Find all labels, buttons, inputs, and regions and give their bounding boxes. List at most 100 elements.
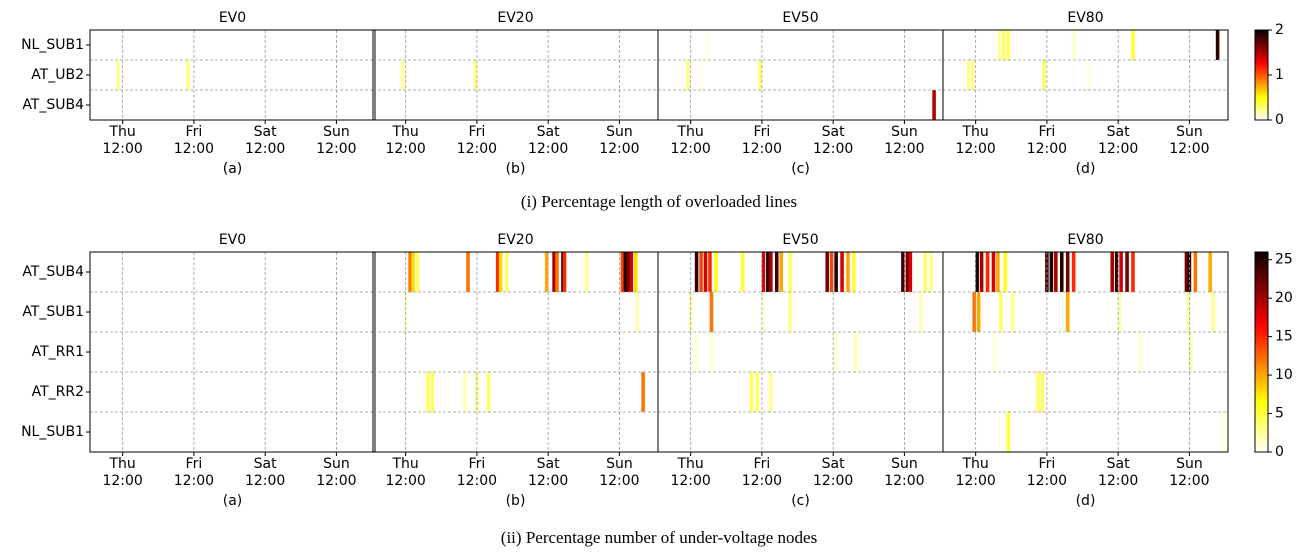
heat-cell (1065, 252, 1070, 292)
heat-cell (769, 252, 773, 292)
colorbar-step (1255, 115, 1268, 118)
panel-title: EV50 (782, 232, 818, 248)
x-tick-label: Thu 12:00 (385, 456, 426, 489)
colorbar-step (1255, 295, 1268, 300)
panel-label: (a) (222, 493, 243, 509)
caption: (i) Percentage length of overloaded line… (520, 192, 798, 211)
colorbar-step (1255, 45, 1268, 47)
colorbar-tick-label: 10 (1275, 367, 1293, 383)
y-tick-label: AT_SUB4 (22, 264, 84, 280)
colorbar-step (1255, 445, 1268, 450)
heat-cell (623, 252, 628, 292)
heat-cell (1184, 252, 1189, 292)
x-tick-label: Sat 12:00 (244, 124, 286, 157)
heat-cell (1125, 252, 1129, 292)
heat-cell (408, 252, 412, 292)
y-tick-label: AT_SUB1 (22, 304, 84, 320)
colorbar-step (1255, 75, 1268, 77)
heat-cell (400, 60, 405, 90)
heat-cell (1002, 30, 1006, 60)
colorbar-step (1255, 345, 1268, 350)
heat-cell (708, 252, 712, 292)
x-tick-label: Fri 12:00 (741, 124, 783, 157)
heat-cell (755, 372, 760, 412)
colorbar-step (1255, 298, 1268, 303)
colorbar-step (1255, 398, 1268, 403)
heat-cell (975, 252, 979, 292)
heat-cell (1131, 30, 1135, 60)
x-tick-label: Fri 12:00 (173, 456, 215, 489)
x-tick-label: Sun 12:00 (1169, 124, 1210, 157)
heat-cell (825, 252, 829, 292)
heat-cell (703, 252, 708, 292)
heat-cell (1065, 292, 1070, 332)
colorbar-step (1255, 315, 1268, 320)
x-tick-label: Fri 12:00 (1026, 124, 1068, 157)
colorbar-step (1255, 84, 1268, 86)
colorbar-step (1255, 117, 1268, 119)
heat-cell (629, 252, 634, 292)
heat-cell (495, 252, 500, 292)
colorbar-tick-label: 1 (1275, 67, 1284, 83)
heat-cell (1211, 292, 1215, 332)
panel-frame (942, 29, 1229, 121)
colorbar-step (1255, 418, 1268, 423)
colorbar-step (1255, 114, 1268, 116)
colorbar-step (1255, 72, 1268, 74)
colorbar-step (1255, 36, 1268, 38)
colorbar-step (1255, 46, 1268, 49)
heat-cell (641, 372, 645, 412)
colorbar-step (1255, 428, 1268, 433)
colorbar-step (1255, 58, 1268, 61)
colorbar-step (1255, 90, 1268, 92)
heat-cell (706, 30, 711, 60)
colorbar-step (1255, 432, 1268, 436)
heat-cell (186, 60, 190, 90)
colorbar-step (1255, 93, 1268, 95)
colorbar-step (1255, 31, 1268, 34)
colorbar-step (1255, 105, 1268, 107)
heat-cell (415, 252, 420, 292)
caption: (ii) Percentage number of under-voltage … (500, 528, 818, 547)
heat-cell (633, 252, 638, 292)
colorbar-tick-label: 25 (1275, 252, 1293, 268)
heat-cell (996, 252, 1000, 292)
colorbar-step (1255, 82, 1268, 85)
y-tick-label: AT_RR2 (32, 384, 84, 400)
heat-cell (584, 252, 589, 292)
heat-cell (1054, 252, 1058, 292)
heat-cell (1003, 252, 1008, 292)
x-tick-label: Sat 12:00 (527, 456, 569, 489)
heat-cell (714, 252, 718, 292)
colorbar-step (1255, 33, 1268, 35)
colorbar-step (1255, 252, 1268, 256)
heat-cell (1193, 252, 1198, 292)
x-tick-label: Sat 12:00 (812, 456, 854, 489)
x-tick-label: Thu 12:00 (670, 124, 711, 157)
heat-cell (626, 252, 631, 292)
heat-cell (985, 252, 990, 292)
colorbar-step (1255, 395, 1268, 400)
heat-cell (1215, 30, 1220, 60)
colorbar-step (1255, 272, 1268, 276)
heat-cell (846, 252, 850, 292)
colorbar-step (1255, 352, 1268, 356)
heat-cell (709, 292, 714, 332)
x-tick-label: Fri 12:00 (456, 456, 498, 489)
x-tick-label: Fri 12:00 (173, 124, 215, 157)
panel-label: (d) (1075, 161, 1096, 177)
panel-title: EV50 (782, 10, 818, 26)
heat-cell (923, 252, 927, 292)
heat-cell (1036, 372, 1040, 412)
x-tick-label: Sat 12:00 (244, 456, 286, 489)
x-tick-label: Sun 12:00 (884, 456, 925, 489)
y-tick-label: AT_SUB4 (22, 97, 84, 113)
colorbar-step (1255, 262, 1268, 266)
heat-cell (932, 90, 936, 120)
heat-cell (1186, 292, 1190, 332)
heat-cell (997, 30, 1002, 60)
heat-cell (774, 252, 779, 292)
colorbar-step (1255, 392, 1268, 396)
x-tick-label: Sun 12:00 (316, 124, 357, 157)
colorbar-step (1255, 442, 1268, 446)
